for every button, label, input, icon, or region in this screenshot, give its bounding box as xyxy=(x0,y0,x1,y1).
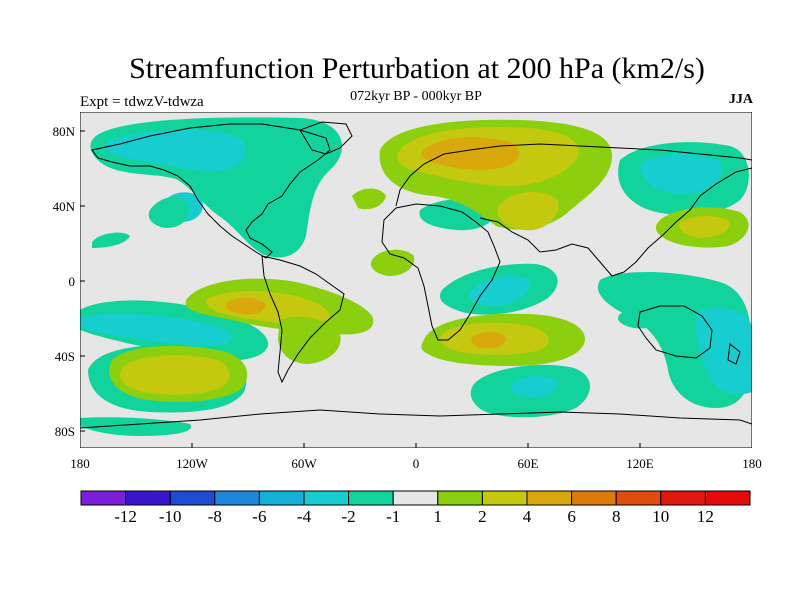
map-title: Streamfunction Perturbation at 200 hPa (… xyxy=(129,52,705,85)
neg-region-antarctic-pacific xyxy=(80,417,192,436)
season-label: JJA xyxy=(728,92,753,107)
neg-region-australia-core xyxy=(695,307,752,395)
pos-region-southeast-pacific-core xyxy=(120,355,230,395)
colorbar-box xyxy=(258,490,305,506)
coast-eurasia xyxy=(395,143,752,277)
neg-region-central-pacific xyxy=(92,232,130,248)
colorbar-tick-label: 1 xyxy=(433,507,443,526)
axis-ticks xyxy=(80,130,641,448)
colorbar-box xyxy=(303,490,350,506)
colorbar-tick-label: -12 xyxy=(114,507,137,526)
colorbar-box xyxy=(392,490,439,506)
coast-north-america xyxy=(91,123,331,259)
colorbar-tick-label: -2 xyxy=(341,507,356,526)
lat-tick-label: 40S xyxy=(54,349,75,364)
positive-anomaly-regions xyxy=(109,119,749,402)
colorbar-box xyxy=(526,490,573,506)
neg-region-atlantic-west xyxy=(240,194,262,212)
lat-tick-label: 40N xyxy=(52,199,75,214)
lat-tick-label: 0 xyxy=(68,274,76,289)
neg-region-east-asia-core xyxy=(640,153,722,194)
lon-tick-label: 120E xyxy=(626,456,654,471)
coast-australia xyxy=(637,305,713,359)
coastlines xyxy=(80,121,752,429)
colorbar-box xyxy=(348,490,394,506)
coast-antarctica xyxy=(80,409,752,429)
colorbar-box xyxy=(704,490,751,506)
colorbar xyxy=(80,490,751,506)
lat-tick-label: 80N xyxy=(52,124,75,139)
lon-tick-label: 120W xyxy=(176,456,208,471)
lon-tick-label: 180 xyxy=(742,456,762,471)
colorbar-tick-label: -8 xyxy=(207,507,222,526)
colorbar-box xyxy=(660,490,706,506)
pos-region-north-atlantic xyxy=(352,188,386,210)
neg-region-south-indian-core xyxy=(510,376,559,398)
pos-region-northwest-pacific-core xyxy=(679,216,730,238)
neg-region-canada-core xyxy=(104,129,246,172)
lon-tick-label: 60E xyxy=(517,456,539,471)
colorbar-tick-label: -6 xyxy=(252,507,267,526)
coast-greenland xyxy=(299,121,353,155)
colorbar-tick-label: 10 xyxy=(652,507,670,526)
lat-tick-label: 80S xyxy=(54,424,75,439)
colorbar-box xyxy=(437,490,483,506)
pos-region-south-america-core xyxy=(225,297,266,315)
colorbar-tick-label: 4 xyxy=(522,507,532,526)
colorbar-box xyxy=(615,490,662,506)
colorbar-tick-label: -1 xyxy=(386,507,401,526)
neg-region-south-pacific-core xyxy=(80,313,233,346)
colorbar-tick-label: 12 xyxy=(696,507,714,526)
colorbar-box xyxy=(214,490,260,506)
colorbar-box xyxy=(125,490,171,506)
neg-region-pacific-east xyxy=(148,196,189,228)
neg-region-indonesia xyxy=(617,308,668,329)
pos-region-eurasia-core xyxy=(421,137,520,170)
pos-region-southern-africa-core xyxy=(471,331,506,349)
lon-tick-label: 0 xyxy=(412,456,420,471)
coast-south-america xyxy=(261,255,345,384)
pos-region-south-atlantic-west xyxy=(278,316,341,364)
colorbar-box xyxy=(80,490,127,506)
map-plot-area xyxy=(80,112,752,448)
map-subtitle: 072kyr BP - 000kyr BP xyxy=(350,89,482,104)
pos-region-central-asia xyxy=(497,191,559,231)
colorbar-tick-label: 2 xyxy=(478,507,487,526)
colorbar-tick-label: 6 xyxy=(567,507,576,526)
experiment-label: Expt = tdwzV-tdwza xyxy=(80,94,204,110)
colorbar-tick-label: -4 xyxy=(296,507,312,526)
coast-new-zealand xyxy=(727,343,741,365)
pos-region-tropical-atlantic xyxy=(370,249,415,276)
neg-region-indian-north-core xyxy=(469,276,531,306)
colorbar-box xyxy=(169,490,216,506)
lon-tick-label: 60W xyxy=(291,456,317,471)
colorbar-tick-label: -10 xyxy=(158,507,182,526)
colorbar-box xyxy=(481,490,528,506)
lon-tick-label: 180 xyxy=(70,456,90,471)
coast-africa xyxy=(381,203,501,341)
colorbar-box xyxy=(571,490,617,506)
colorbar-tick-label: 8 xyxy=(611,507,621,526)
